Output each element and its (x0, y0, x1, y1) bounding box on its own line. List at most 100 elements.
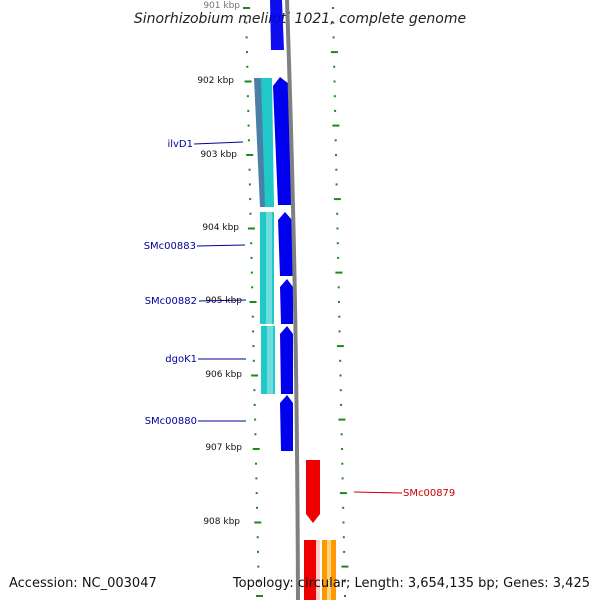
gene-arrow-SMc00880[interactable] (280, 395, 293, 451)
gene-label-SMc00879[interactable]: SMc00879 (403, 488, 455, 499)
ruler-dot-left (251, 286, 254, 289)
ruler-dot-right (343, 580, 346, 583)
ruler-dot-right (339, 374, 342, 377)
ruler-dot-right (338, 301, 340, 303)
gene-label-SMc00882[interactable]: SMc00882 (145, 296, 197, 307)
ruler-dot-left (244, 80, 252, 83)
ruler-dot-left (257, 565, 260, 568)
reverse-genes (304, 460, 336, 600)
ruler-dot-left (247, 227, 255, 230)
tick-label-902: 902 kbp (197, 76, 234, 86)
ruler-dot-left (257, 580, 260, 583)
gene-label-SMc00883[interactable]: SMc00883 (144, 241, 196, 252)
ruler-dot-left (247, 139, 250, 142)
ruler-dot-right (334, 139, 337, 142)
genome-backbone (285, 0, 300, 600)
topology-text: Topology: circular; Length: 3,654,135 bp… (232, 576, 590, 591)
ruler-dot-left (246, 65, 249, 68)
ruler-dot-right (339, 389, 342, 392)
ruler-dot-left (256, 595, 263, 597)
ruler-dot-right (342, 536, 345, 539)
ruler-dot-left (252, 359, 255, 362)
ruler-dot-left (254, 433, 257, 436)
gene-arrow-top (270, 0, 284, 50)
ruler-dot-left (249, 198, 252, 201)
ruler-dot-right (332, 21, 335, 24)
gene-label-lines (193, 141, 403, 494)
ruler-dot-left (246, 95, 249, 98)
ruler-dot-left (248, 183, 251, 186)
tick-label-904: 904 kbp (202, 223, 239, 233)
gene-arrow-SMc00883[interactable] (278, 212, 293, 276)
ruler-dot-right (335, 168, 338, 171)
ruler-dot-left (251, 315, 254, 318)
ruler-dot-right (337, 256, 340, 259)
ruler-dot-right (336, 345, 344, 348)
ruler-dot-right (339, 492, 347, 495)
gene-arrow-dgoK1[interactable] (280, 326, 293, 394)
accession-text: Accession: NC_003047 (9, 576, 157, 591)
ruler-dot-right (333, 80, 336, 83)
ruler-dot-left (254, 521, 262, 524)
ruler-dot-left (247, 109, 250, 112)
ruler-dot-right (335, 183, 338, 186)
ruler-dot-right (335, 271, 343, 274)
ruler-dot-right (333, 65, 336, 68)
tick-label-901: 901 kbp (203, 1, 240, 11)
forward-genes (270, 0, 293, 451)
ruler-dot-right (341, 462, 344, 465)
tick-label-905: 905 kbp (205, 296, 242, 306)
ruler-dot-left (249, 301, 257, 303)
ruler-dot-left (255, 477, 258, 480)
leader-ilvD1 (193, 141, 244, 145)
track-cyan-2b (266, 212, 272, 324)
ruler-dot-left (253, 389, 256, 392)
ruler-dot-right (337, 286, 340, 289)
similarity-tracks (254, 78, 275, 394)
ruler-dot-right (343, 550, 346, 553)
gene-arrow-SMc00879[interactable] (306, 460, 320, 523)
ruler-dot-left (245, 21, 248, 24)
leader-SMc00883 (196, 244, 246, 247)
ruler-dot-right (340, 403, 343, 406)
ruler-dot-left (247, 124, 250, 127)
ruler-dot-left (250, 271, 253, 274)
gene-arrow-SMc00882[interactable] (280, 279, 293, 324)
ruler-dot-right (330, 51, 338, 54)
ruler-dot-left (250, 256, 253, 259)
leader-SMc00882 (198, 299, 247, 302)
ruler-dot-right (344, 595, 346, 597)
tick-label-903: 903 kbp (200, 150, 237, 160)
ruler-dot-left (243, 7, 250, 9)
ruler-dot-left (253, 403, 256, 406)
track-cyan-3b (267, 326, 273, 394)
gene-arrow-ilvD1[interactable] (273, 77, 292, 205)
ruler-dot-right (339, 359, 342, 362)
ruler-dot-right (336, 212, 339, 215)
gene-labels: ilvD1 SMc00883 SMc00882 dgoK1 SMc00880 S… (144, 139, 456, 499)
ruler-dot-left (256, 536, 259, 539)
ruler-dot-left (245, 36, 248, 39)
ruler-dot-right (335, 154, 337, 156)
ruler-dot-right (338, 330, 341, 333)
genome-title: Sinorhizobium meliloti 1021, complete ge… (134, 11, 466, 27)
track-cyan-1 (261, 78, 274, 207)
ruler-dot-right (332, 124, 340, 127)
gene-label-ilvD1[interactable]: ilvD1 (167, 139, 193, 150)
ruler-dot-right (340, 433, 343, 436)
ruler-dot-right (341, 565, 349, 568)
ruler-dot-left (246, 51, 248, 54)
ruler-dot-left (252, 330, 255, 333)
ruler-dot-left (251, 374, 259, 377)
ruler-dot-left (255, 492, 258, 495)
ruler-dot-left (255, 462, 257, 465)
ruler-dot-right (342, 521, 345, 524)
tick-label-908: 908 kbp (203, 517, 240, 527)
gene-label-dgoK1[interactable]: dgoK1 (165, 354, 197, 365)
ruler-dot-right (342, 506, 345, 509)
ruler-dot-left (249, 212, 252, 215)
tick-label-907: 907 kbp (205, 443, 242, 453)
gene-label-SMc00880[interactable]: SMc00880 (145, 416, 197, 427)
ruler-dot-right (338, 315, 341, 318)
